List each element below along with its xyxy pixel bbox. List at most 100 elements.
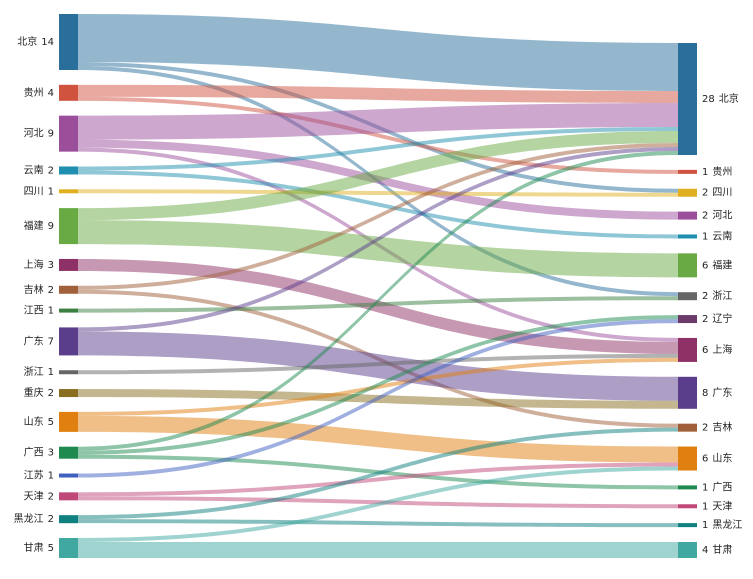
node-name: 广东 — [24, 334, 44, 347]
node — [59, 208, 78, 245]
node — [59, 411, 78, 432]
node — [678, 292, 697, 301]
node-name: 重庆 — [24, 386, 44, 399]
node-value: 6 — [702, 345, 708, 356]
node-name: 四川 — [712, 188, 732, 199]
node-label: 6 福建 — [702, 258, 732, 271]
node-label: 广西 3 — [24, 447, 54, 459]
node-name: 上海 — [712, 343, 732, 356]
node — [678, 423, 697, 432]
link — [78, 147, 678, 332]
node-label: 上海 3 — [24, 258, 54, 271]
node — [59, 389, 78, 398]
node-value: 6 — [702, 454, 708, 465]
node — [678, 376, 697, 409]
node — [59, 308, 78, 313]
node-name: 河北 — [24, 128, 44, 140]
link — [78, 96, 678, 174]
link — [78, 357, 678, 416]
node-label: 北京 14 — [17, 35, 54, 48]
node — [678, 504, 697, 509]
link — [78, 127, 678, 171]
node-label: 吉林 2 — [24, 283, 54, 296]
node-label: 黑龙江 2 — [14, 512, 54, 525]
link — [78, 14, 678, 91]
node-value: 3 — [48, 260, 54, 271]
node-value: 1 — [702, 520, 708, 531]
link — [78, 415, 678, 463]
link — [78, 170, 678, 239]
node — [59, 166, 78, 175]
node — [59, 492, 78, 501]
link — [78, 131, 678, 221]
node — [59, 84, 78, 101]
node — [678, 211, 697, 220]
link — [78, 258, 678, 354]
node-value: 14 — [41, 37, 54, 48]
node-value: 1 — [702, 482, 708, 493]
node-label: 2 吉林 — [702, 421, 732, 434]
link — [78, 353, 678, 375]
node-value: 2 — [702, 188, 708, 199]
node — [59, 285, 78, 294]
node-name: 天津 — [24, 490, 44, 502]
node-label: 1 天津 — [702, 500, 732, 512]
node — [678, 337, 697, 362]
node — [678, 234, 697, 239]
node-label: 四川 1 — [24, 186, 54, 197]
link — [78, 427, 678, 520]
node-value: 28 — [702, 94, 715, 105]
node-value: 2 — [702, 314, 708, 325]
node-name: 甘肃 — [24, 541, 44, 554]
node-label: 山东 5 — [24, 415, 54, 428]
node-label: 28 北京 — [702, 92, 739, 105]
node-label: 福建 9 — [24, 219, 54, 232]
link — [78, 143, 678, 290]
node-label: 江西 1 — [24, 305, 54, 317]
node-name: 辽宁 — [712, 312, 732, 325]
node-name: 北京 — [719, 92, 739, 105]
node-label: 1 贵州 — [702, 165, 732, 178]
node-value: 9 — [48, 221, 54, 232]
node-name: 山东 — [712, 452, 732, 465]
node-name: 甘肃 — [712, 543, 732, 556]
node-name: 北京 — [17, 35, 37, 48]
node-name: 贵州 — [24, 86, 44, 99]
node-value: 2 — [702, 211, 708, 222]
node-value: 2 — [702, 423, 708, 434]
node — [678, 188, 697, 197]
node-value: 2 — [702, 291, 708, 302]
node-label: 河北 9 — [24, 128, 54, 140]
node — [59, 327, 78, 356]
node-label: 1 黑龙江 — [702, 518, 742, 531]
node-label: 江苏 1 — [24, 469, 54, 482]
node-name: 河北 — [712, 210, 732, 222]
node-value: 4 — [702, 545, 708, 556]
node — [59, 515, 78, 524]
node — [678, 169, 697, 174]
node — [678, 253, 697, 278]
link — [78, 462, 678, 497]
node-value: 2 — [48, 514, 54, 525]
node-name: 福建 — [712, 258, 732, 271]
node-name: 福建 — [24, 219, 44, 232]
node-name: 云南 — [24, 163, 44, 176]
node-name: 浙江 — [712, 290, 732, 302]
node — [59, 258, 78, 271]
node-name: 江苏 — [24, 469, 44, 482]
node — [59, 14, 78, 70]
links — [78, 14, 678, 558]
node — [678, 43, 697, 155]
node-label: 1 广西 — [702, 481, 732, 493]
node-label: 2 辽宁 — [702, 312, 732, 325]
node — [678, 523, 697, 528]
node-value: 6 — [702, 260, 708, 271]
node-label: 6 上海 — [702, 343, 732, 356]
link — [78, 315, 678, 455]
node-value: 8 — [702, 388, 708, 399]
node-name: 云南 — [712, 229, 732, 242]
node-name: 江西 — [24, 305, 44, 317]
link — [78, 331, 678, 401]
node-name: 山东 — [24, 415, 44, 428]
node-value: 4 — [48, 88, 54, 99]
